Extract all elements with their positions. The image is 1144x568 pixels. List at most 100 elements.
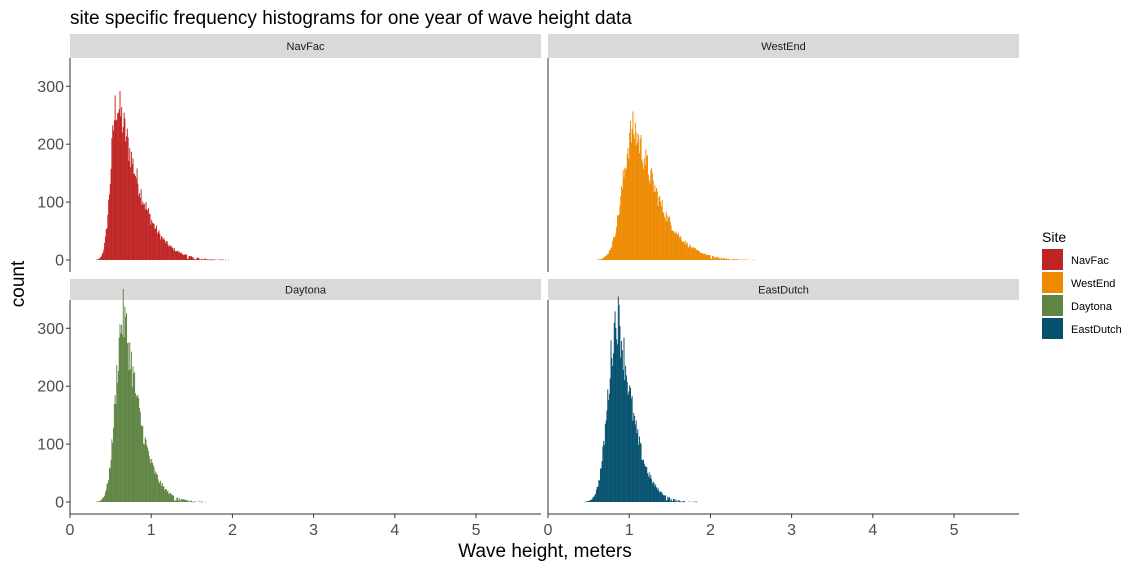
histogram-bar [625, 168, 627, 260]
histogram-bar [183, 499, 185, 502]
histogram-bar [97, 259, 99, 260]
histogram-bar [698, 250, 700, 260]
histogram-bar [182, 254, 184, 260]
histogram-bar [678, 500, 680, 502]
histogram-bar [113, 120, 115, 260]
x-tick-label: 4 [868, 522, 877, 539]
histogram-bar [98, 501, 100, 502]
x-tick-label: 4 [390, 522, 399, 539]
histogram-bar [681, 242, 683, 260]
histogram-bar [612, 353, 614, 502]
y-tick-label: 300 [37, 321, 64, 338]
facet-strip-label: NavFac [287, 41, 325, 53]
x-tick-label: 0 [66, 522, 75, 539]
histogram-bar [643, 463, 645, 502]
legend: Site NavFac WestEnd Daytona EastDutch [1042, 229, 1122, 339]
histogram-bar [140, 189, 142, 260]
histogram-bar [159, 233, 161, 260]
histogram-bars [95, 288, 207, 503]
histogram-bar [208, 259, 210, 261]
histogram-bar [633, 413, 635, 502]
legend-label-eastdutch: EastDutch [1071, 324, 1122, 336]
histogram-bar [157, 232, 159, 260]
histogram-bar [619, 326, 621, 502]
histogram-bar [99, 258, 101, 260]
histogram-bar [186, 258, 188, 260]
histogram-bar [650, 475, 652, 502]
histogram-bar [174, 500, 176, 502]
histogram-bar [617, 215, 618, 260]
x-tick-label: 5 [472, 522, 481, 539]
histogram-bar [171, 247, 173, 260]
histogram-bar [212, 259, 214, 261]
histogram-bar [139, 411, 141, 502]
histogram-bar [611, 358, 613, 502]
histogram-bar [221, 259, 222, 261]
histogram-bar [143, 444, 145, 502]
histogram-bar [125, 141, 127, 260]
histogram-bar [682, 241, 684, 260]
histogram-bar [160, 485, 162, 502]
histogram-bar [697, 250, 699, 260]
histogram-bar [638, 153, 640, 260]
histogram-bar [135, 395, 137, 502]
histogram-bar [111, 439, 113, 502]
histogram-bar [96, 259, 98, 261]
histogram-bar [619, 205, 621, 260]
histogram-bar [677, 233, 679, 260]
histogram-bar [601, 461, 603, 502]
histogram-bar [696, 249, 698, 260]
histogram-bar [617, 215, 619, 260]
histogram-bar [143, 204, 145, 260]
histogram-bar [586, 501, 588, 502]
histogram-bar [607, 254, 609, 260]
histogram-bar [652, 481, 654, 502]
histogram-bar [195, 501, 197, 502]
histogram-bar [601, 258, 603, 260]
histogram-bar [673, 498, 675, 502]
histogram-bar [221, 259, 223, 261]
histogram-bar [155, 228, 157, 260]
histogram-bar [675, 499, 677, 502]
histogram-bar [109, 184, 111, 260]
histogram-bar [662, 211, 664, 260]
histogram-bar [173, 495, 175, 502]
histogram-bar [161, 482, 163, 502]
histogram-bar [744, 259, 746, 261]
histogram-bar [113, 403, 115, 502]
histogram-bar [708, 255, 710, 260]
histogram-bar [643, 158, 645, 260]
histogram-bar [176, 497, 178, 502]
histogram-bar [621, 341, 623, 502]
histogram-bar [736, 259, 738, 260]
histogram-bar [615, 233, 617, 260]
histogram-bar [130, 369, 132, 502]
histogram-bar [199, 259, 201, 260]
histogram-bar [215, 259, 217, 260]
histogram-bar [181, 499, 183, 502]
histogram-bar [631, 395, 633, 502]
histogram-bar [117, 113, 119, 260]
histogram-bar [156, 473, 158, 502]
histogram-bar [667, 215, 669, 260]
histogram-bar [110, 460, 112, 502]
histogram-bar [639, 442, 641, 502]
histogram-bar [108, 194, 110, 260]
histogram-bar [624, 380, 626, 502]
histogram-bar [612, 240, 614, 260]
histogram-bar [190, 500, 192, 502]
histogram-bar [164, 490, 166, 502]
histogram-bar [668, 218, 670, 260]
histogram-bar [716, 256, 718, 260]
histogram-bar [735, 259, 737, 260]
facet-panels: NavFac0100200300WestEndDaytona0100200300… [37, 34, 1019, 539]
histogram-bar [602, 258, 604, 260]
histogram-bar [101, 499, 103, 502]
histogram-bar [186, 500, 188, 502]
histogram-bar [608, 400, 610, 502]
histogram-bar [178, 498, 180, 502]
histogram-bar [733, 258, 735, 260]
histogram-bar [604, 444, 605, 502]
histogram-bar [198, 257, 200, 260]
histogram-bar [662, 494, 664, 502]
